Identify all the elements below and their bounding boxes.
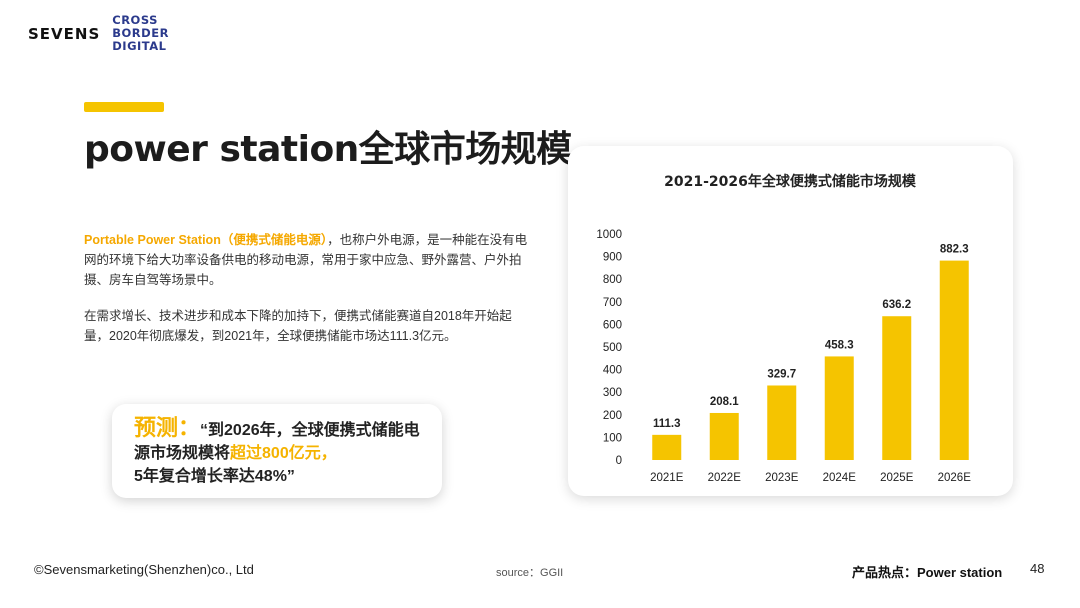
x-tick-label: 2022E [708, 472, 742, 484]
page-title: power station全球市场规模 [84, 129, 572, 170]
footer-topic: 产品热点：Power station [852, 565, 1003, 580]
page-number: 48 [1030, 561, 1045, 576]
forecast-text-1: “到2026年，全球便携式储能电源市场规模将 [134, 422, 420, 462]
intro-text: ，也称户外电源，是一种能在没有电网的环境下给大功率设备供电的移动电源，常用于家中… [84, 233, 528, 287]
x-tick-label: 2025E [880, 472, 914, 484]
forecast-text-2: 5年复合增长率达48%” [134, 468, 295, 485]
logo: SEVENS CROSS BORDER DIGITAL [28, 14, 169, 53]
data-label-2021E: 111.3 [653, 418, 681, 430]
data-labels: 111.3 208.1 329.7 458.3 636.2 882.3 [653, 244, 969, 430]
forecast-label: 预测： [134, 415, 201, 440]
y-tick-label: 800 [603, 274, 622, 286]
data-label-2023E: 329.7 [767, 368, 796, 380]
x-tick-label: 2023E [765, 472, 799, 484]
y-tick-label: 900 [603, 252, 622, 264]
logo-partner-line2: BORDER [112, 26, 169, 40]
growth-paragraph: 在需求增长、技术进步和成本下降的加持下，便携式储能赛道自2018年开始起量，20… [84, 309, 512, 343]
y-tick-label: 100 [603, 432, 622, 444]
forecast-highlight: 超过800亿元， [230, 445, 337, 462]
y-tick-label: 400 [603, 365, 622, 377]
logo-partner-line3: DIGITAL [112, 39, 167, 53]
bar-2024E [824, 356, 854, 460]
y-tick-label: 300 [603, 387, 622, 399]
y-axis-ticks: 0 100 200 300 400 500 600 700 800 900 1000 [596, 229, 622, 467]
logo-partner: CROSS BORDER DIGITAL [112, 14, 169, 53]
forecast-callout: 预测：“到2026年，全球便携式储能电源市场规模将超过800亿元， 5年复合增长率… [112, 404, 442, 498]
x-tick-label: 2021E [650, 472, 684, 484]
data-label-2022E: 208.1 [710, 396, 739, 408]
chart-title: 2021-2026年全球便携式储能市场规模 [664, 173, 917, 190]
logo-brand: SEVENS [28, 24, 101, 43]
x-axis-ticks: 2021E 2022E 2023E 2024E 2025E 2026E [650, 472, 971, 484]
bar-2026E [939, 260, 969, 460]
y-tick-label: 0 [616, 455, 622, 467]
data-label-2026E: 882.3 [940, 244, 969, 256]
bar-2025E [882, 316, 912, 460]
bar-2022E [709, 412, 739, 460]
chart-card: 2021-2026年全球便携式储能市场规模 0 100 200 300 400 500 60… [568, 146, 1013, 496]
title-accent-bar [84, 102, 164, 112]
bar-2023E [767, 385, 797, 460]
bar-2021E [652, 434, 682, 460]
bar-chart: 2021-2026年全球便携式储能市场规模 0 100 200 300 400 500 60… [596, 173, 971, 484]
x-tick-label: 2024E [823, 472, 857, 484]
footer-copyright: ©Sevensmarketing(Shenzhen)co., Ltd [34, 562, 254, 577]
y-tick-label: 500 [603, 342, 622, 354]
data-label-2024E: 458.3 [825, 339, 854, 351]
y-tick-label: 700 [603, 297, 622, 309]
y-tick-label: 1000 [596, 229, 622, 241]
bar-series [652, 260, 969, 460]
y-tick-label: 200 [603, 410, 622, 422]
intro-paragraph: Portable Power Station（便携式储能电源），也称户外电源，是… [84, 230, 534, 290]
logo-partner-line1: CROSS [112, 13, 158, 27]
footer-source: source：GGII [496, 567, 564, 579]
x-tick-label: 2026E [938, 472, 972, 484]
data-label-2025E: 636.2 [882, 299, 911, 311]
y-tick-label: 600 [603, 319, 622, 331]
intro-highlight: Portable Power Station（便携式储能电源） [84, 233, 328, 247]
